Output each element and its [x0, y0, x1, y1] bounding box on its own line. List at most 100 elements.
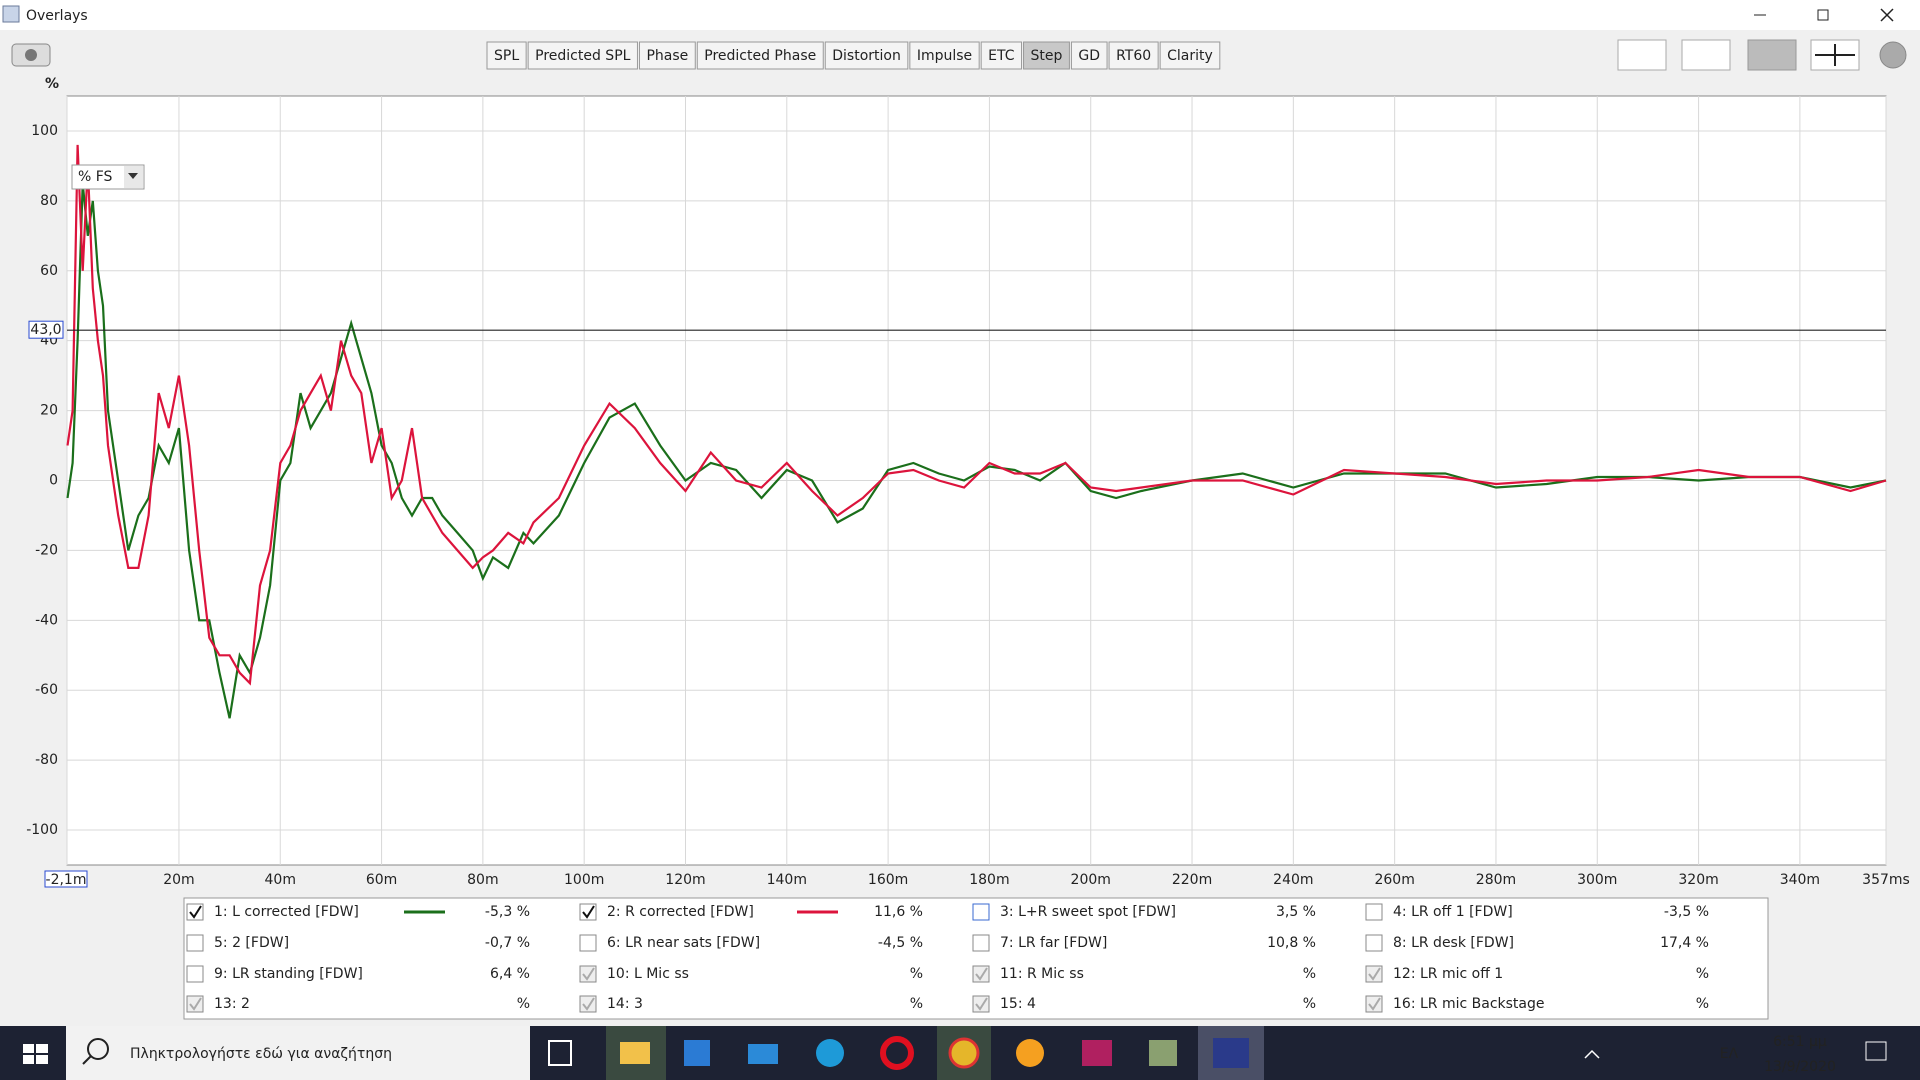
- checkmark: [975, 997, 988, 1011]
- overlay-readout: -0,7 %: [485, 935, 530, 951]
- overlay-label: 7: LR far [FDW]: [1000, 935, 1107, 951]
- tab-button[interactable]: [486, 41, 527, 70]
- overlay-label: 2: R corrected [FDW]: [607, 904, 754, 920]
- y-axis-label: %: [45, 76, 59, 92]
- checkmark: [189, 905, 202, 919]
- tab-label: Distortion: [832, 48, 901, 64]
- legend: 1: L corrected [FDW] -5,3 % 2: R corrected…: [186, 903, 1709, 1013]
- y-tick-label: 80: [40, 193, 58, 209]
- overlay-checkbox[interactable]: [972, 934, 990, 952]
- grid-button[interactable]: [1747, 39, 1797, 71]
- overlay-checkbox[interactable]: [186, 965, 204, 983]
- overlay-checkbox[interactable]: [1365, 934, 1383, 952]
- x-tick-label: 240m: [1273, 872, 1313, 888]
- overlay-readout: 10,8 %: [1267, 935, 1316, 951]
- tab-button[interactable]: [527, 41, 638, 70]
- tray-chevron[interactable]: [1584, 1049, 1600, 1059]
- overlay-checkbox[interactable]: [186, 934, 204, 952]
- overlay-label: 9: LR standing [FDW]: [214, 966, 363, 982]
- overlay-readout: -4,5 %: [878, 935, 923, 951]
- checkmark: [975, 967, 988, 981]
- x-tick-label: 60m: [366, 872, 397, 888]
- unit-selector: % FS: [78, 169, 113, 185]
- search-box[interactable]: [66, 1026, 530, 1080]
- x-tick-label: 40m: [265, 872, 296, 888]
- tab-button[interactable]: [909, 41, 980, 70]
- start-button[interactable]: [23, 1044, 48, 1064]
- x-tick-label: 320m: [1678, 872, 1718, 888]
- checkmark: [1368, 967, 1381, 981]
- restore-button[interactable]: [1817, 9, 1829, 21]
- tab-label: Predicted SPL: [535, 48, 631, 64]
- chrome-icon: [948, 1037, 980, 1069]
- tab-button[interactable]: [1023, 41, 1070, 70]
- x-tick-label: 260m: [1374, 872, 1414, 888]
- x-tick-label: 200m: [1071, 872, 1111, 888]
- title-bar: [0, 0, 1920, 30]
- x-start-box: [44, 870, 88, 888]
- overlay-label: 14: 3: [607, 996, 643, 1012]
- y-tick-label: 20: [40, 403, 58, 419]
- opera-icon[interactable]: [880, 1036, 914, 1070]
- overlay-label: 12: LR mic off 1: [1393, 966, 1503, 982]
- overlay-readout: %: [517, 996, 530, 1012]
- layout-button[interactable]: [1681, 39, 1731, 71]
- overlay-readout: %: [1696, 996, 1709, 1012]
- y-tick-label: 100: [31, 123, 58, 139]
- tab-label: RT60: [1116, 48, 1151, 64]
- window-title: Overlays: [26, 8, 88, 24]
- view-button[interactable]: [1617, 39, 1667, 71]
- tab-button[interactable]: [696, 41, 824, 70]
- overlay-label: 10: L Mic ss: [607, 966, 689, 982]
- tab-button[interactable]: [824, 41, 909, 70]
- browser-icon[interactable]: [1016, 1039, 1044, 1067]
- overlay-readout: 6,4 %: [490, 966, 530, 982]
- overlay-checkbox[interactable]: [1365, 903, 1383, 921]
- overlay-label: 11: R Mic ss: [1000, 966, 1084, 982]
- settings-button[interactable]: [1879, 41, 1907, 69]
- tab-button[interactable]: [1159, 41, 1221, 70]
- overlay-label: 1: L corrected [FDW]: [214, 904, 359, 920]
- overlay-checkbox[interactable]: [972, 903, 990, 921]
- clock-date: 13/9/2020: [1764, 1059, 1836, 1075]
- overlay-readout: -5,3 %: [485, 904, 530, 920]
- tab-button[interactable]: [638, 41, 696, 70]
- explorer-icon: [620, 1042, 650, 1064]
- rew-icon: [1213, 1038, 1249, 1068]
- x-tick-label: 100m: [564, 872, 604, 888]
- overlay-checkbox[interactable]: [579, 934, 597, 952]
- y-tick-label: 60: [40, 263, 58, 279]
- overlay-label: 5: 2 [FDW]: [214, 935, 289, 951]
- cursor-label: 43,0: [30, 322, 61, 338]
- store-icon[interactable]: [684, 1040, 710, 1066]
- files-icon[interactable]: [1149, 1040, 1177, 1066]
- tab-button[interactable]: [1108, 41, 1159, 70]
- close-button[interactable]: [1880, 8, 1894, 22]
- tab-button[interactable]: [1070, 41, 1108, 70]
- tab-button[interactable]: [980, 41, 1023, 70]
- overlay-readout: %: [1303, 966, 1316, 982]
- archive-icon[interactable]: [1082, 1040, 1112, 1066]
- x-tick-label: 300m: [1577, 872, 1617, 888]
- limits-icon: [1815, 44, 1855, 66]
- task-view[interactable]: [548, 1040, 572, 1066]
- tab-label: Predicted Phase: [704, 48, 816, 64]
- x-tick-label: 180m: [969, 872, 1009, 888]
- language: ΕΛ: [1720, 1046, 1739, 1062]
- overlay-readout: %: [1696, 966, 1709, 982]
- x-tick-label: 160m: [868, 872, 908, 888]
- edge-icon[interactable]: [816, 1039, 844, 1067]
- checkmark: [1368, 997, 1381, 1011]
- overlay-readout: 11,6 %: [874, 904, 923, 920]
- notifications[interactable]: [1865, 1041, 1887, 1061]
- mail-icon[interactable]: [748, 1044, 778, 1064]
- x-tick-label: 220m: [1172, 872, 1212, 888]
- overlay-readout: %: [910, 996, 923, 1012]
- tab-label: ETC: [988, 48, 1015, 64]
- x-tick-label: 20m: [163, 872, 194, 888]
- tab-label: Impulse: [917, 48, 972, 64]
- x-tick-label: 80m: [467, 872, 498, 888]
- overlay-readout: %: [910, 966, 923, 982]
